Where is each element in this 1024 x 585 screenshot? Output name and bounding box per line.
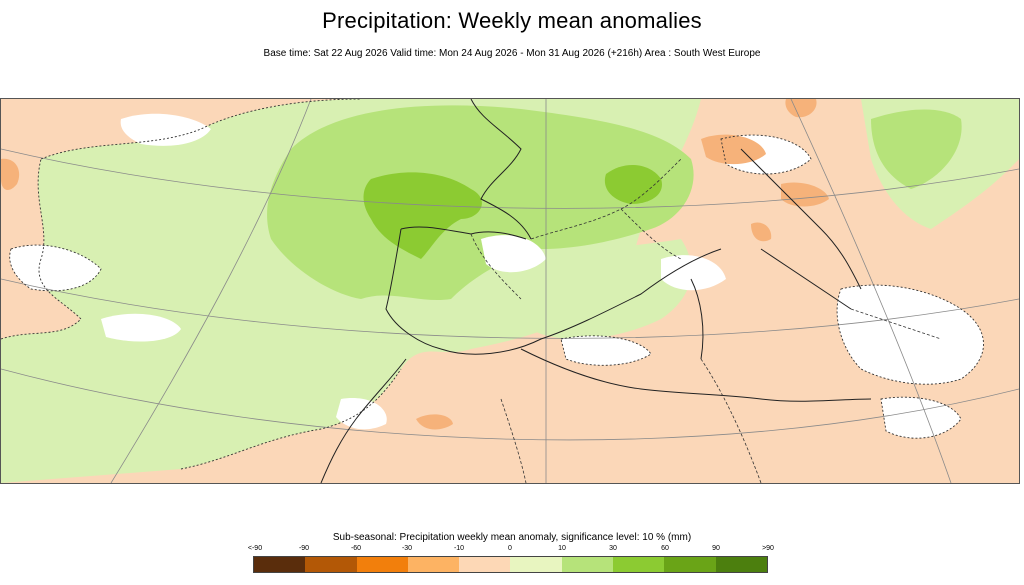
legend-colorbar xyxy=(253,556,768,573)
page-title: Precipitation: Weekly mean anomalies xyxy=(322,8,702,33)
legend-tick: -30 xyxy=(401,545,413,552)
legend-swatch xyxy=(613,557,665,572)
legend-tick: 60 xyxy=(661,545,669,552)
balkan-positive-zone xyxy=(871,109,962,189)
mediterranean-positive-zone xyxy=(513,239,692,339)
page-subtitle: Base time: Sat 22 Aug 2026 Valid time: M… xyxy=(263,48,761,59)
alps-positive-core xyxy=(604,164,662,204)
negative-cores xyxy=(1,99,829,430)
legend-tick: 30 xyxy=(609,545,617,552)
legend-tick: 90 xyxy=(712,545,720,552)
biscay-positive-core xyxy=(363,172,482,259)
legend-tick: -10 xyxy=(453,545,465,552)
coastlines xyxy=(320,99,872,483)
legend-swatch xyxy=(715,557,767,572)
legend-title: Sub-seasonal: Precipitation weekly mean … xyxy=(332,532,692,543)
graticule xyxy=(1,99,1019,483)
significance-contours xyxy=(1,99,984,470)
legend-tick: <-90 xyxy=(247,545,263,552)
legend-swatch xyxy=(407,557,460,572)
anomaly-map[interactable] xyxy=(0,98,1020,484)
legend-tick: -90 xyxy=(298,545,310,552)
legend-tick: >90 xyxy=(762,545,774,552)
map-canvas xyxy=(1,99,1019,483)
legend-tick: 0 xyxy=(508,545,512,552)
legend-tick: 10 xyxy=(558,545,566,552)
legend-swatch xyxy=(510,557,562,572)
legend-swatch xyxy=(561,557,614,572)
legend-swatch xyxy=(305,557,357,572)
neutral-patches xyxy=(9,113,984,439)
legend-tick: -60 xyxy=(350,545,362,552)
legend-swatch xyxy=(356,557,408,572)
legend-swatch xyxy=(664,557,716,572)
legend-ticks: <-90 -90 -60 -30 -10 0 10 30 60 90 >90 xyxy=(0,545,1024,555)
legend-swatch xyxy=(254,557,306,572)
borders xyxy=(470,158,942,483)
legend-swatch xyxy=(459,557,511,572)
